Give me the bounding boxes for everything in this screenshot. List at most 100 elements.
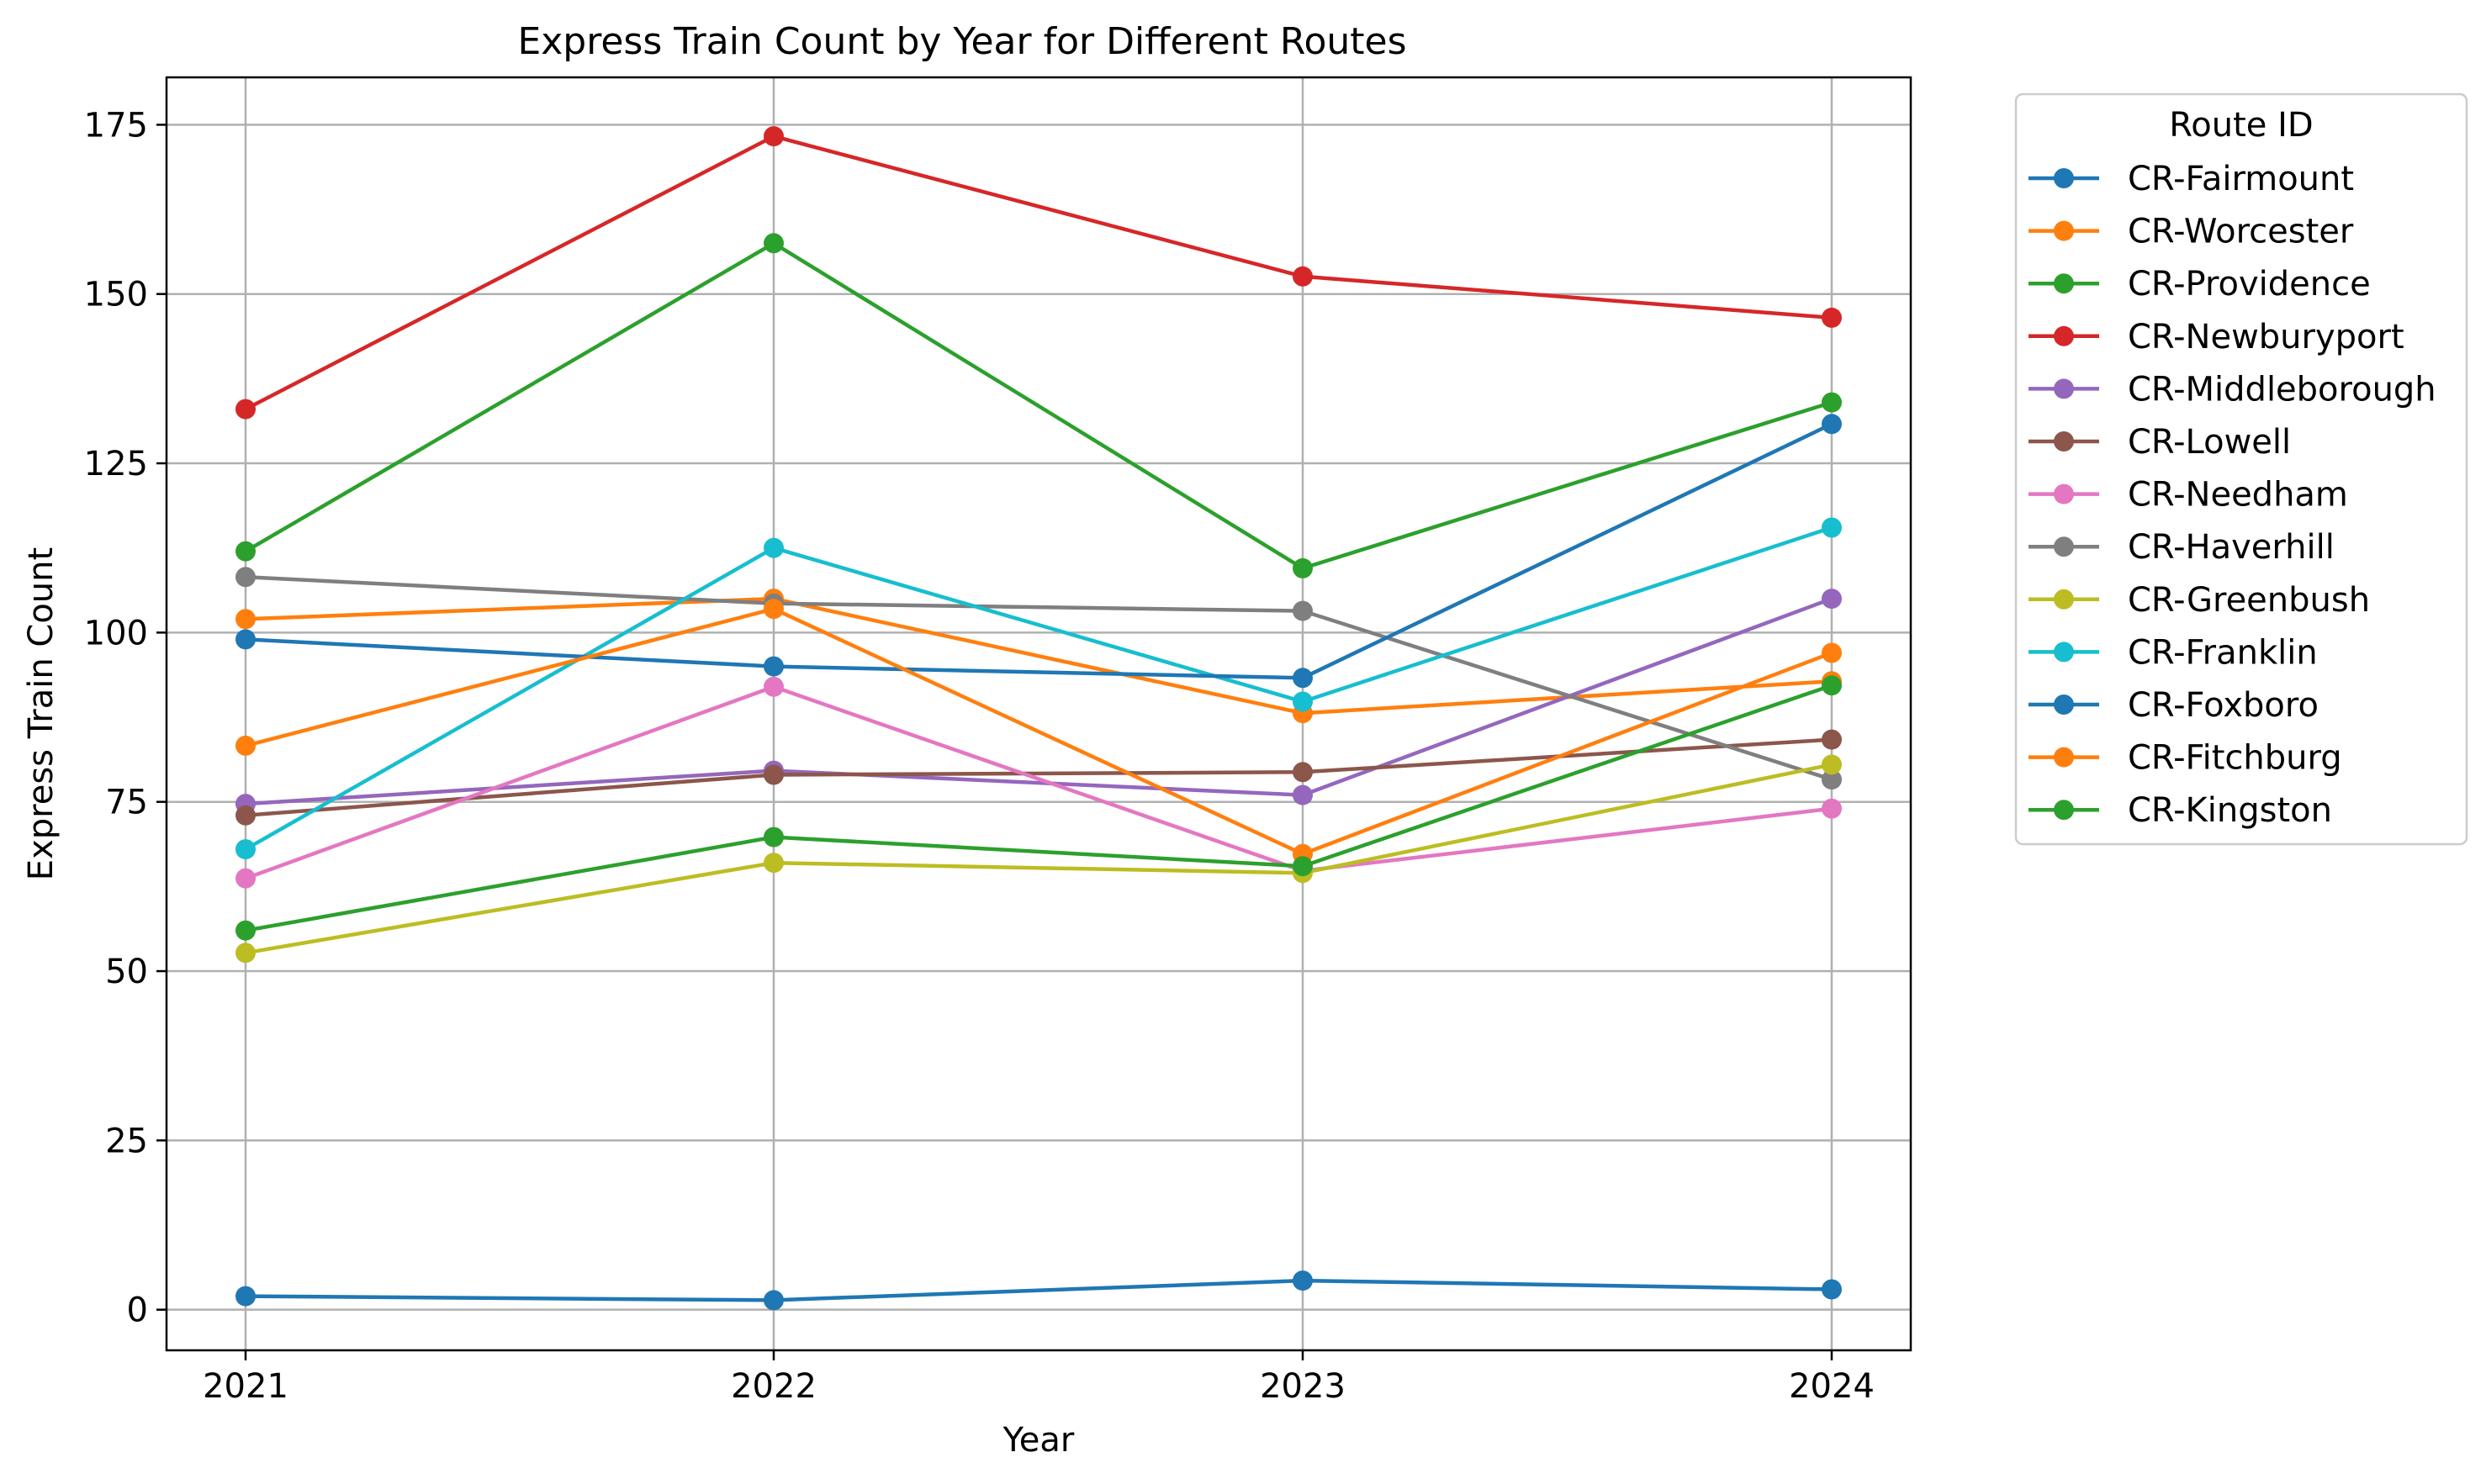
series-line — [244, 134, 1833, 411]
data-point — [764, 233, 784, 254]
legend-label: CR-Haverhill — [2128, 528, 2335, 567]
data-point — [1822, 769, 1842, 790]
series-line — [245, 737, 1833, 818]
series-cr-fitchburg — [235, 599, 1842, 864]
data-point — [235, 541, 256, 562]
series-line — [244, 241, 1833, 571]
legend-swatch-marker — [2054, 273, 2074, 294]
legend-label: CR-Worcester — [2128, 213, 2354, 251]
data-point — [1822, 517, 1842, 538]
data-point — [1822, 729, 1842, 750]
legend-item: CR-Franklin — [2028, 633, 2318, 672]
data-point — [1293, 1270, 1313, 1291]
legend-label: CR-Lowell — [2128, 423, 2291, 462]
y-tick-label: 50 — [105, 953, 148, 991]
data-point — [764, 853, 784, 874]
y-axis-label: Express Train Count — [22, 547, 61, 880]
data-point — [1293, 557, 1313, 578]
legend-item: CR-Fairmount — [2028, 160, 2354, 198]
data-point — [1822, 414, 1842, 435]
data-point — [235, 943, 256, 964]
series-cr-fairmount — [235, 1270, 1842, 1311]
legend-label: CR-Franklin — [2128, 633, 2318, 672]
data-point — [235, 609, 256, 630]
legend-item: CR-Lowell — [2028, 423, 2291, 462]
x-tick-label: 2023 — [1260, 1367, 1346, 1406]
legend-swatch-marker — [2054, 642, 2074, 663]
legend-item: CR-Needham — [2028, 476, 2348, 515]
series-line — [245, 684, 1833, 932]
legend-swatch-marker — [2054, 800, 2074, 821]
legend-label: CR-Greenbush — [2128, 581, 2370, 620]
plot-frame — [165, 76, 1912, 1352]
series-line — [245, 575, 1833, 782]
x-tick-label: 2022 — [731, 1367, 817, 1406]
chart-title: Express Train Count by Year for Differen… — [517, 20, 1406, 63]
data-point — [235, 735, 256, 756]
legend-swatch-marker — [2054, 220, 2074, 241]
legend-label: CR-Kingston — [2128, 791, 2332, 830]
x-axis-label: Year — [1002, 1421, 1075, 1460]
series-cr-newburyport — [235, 126, 1842, 420]
legend-item: CR-Newburyport — [2028, 318, 2404, 356]
y-tick-label: 75 — [105, 784, 148, 822]
legend-label: CR-Foxboro — [2128, 686, 2319, 725]
data-point — [1293, 266, 1313, 287]
data-point — [764, 826, 784, 848]
data-point — [235, 567, 256, 588]
data-point — [235, 629, 256, 650]
y-tick-label: 0 — [127, 1291, 148, 1330]
series-line — [245, 422, 1833, 680]
legend-item: CR-Kingston — [2028, 791, 2332, 830]
series-cr-kingston — [235, 675, 1842, 941]
legend-swatch-marker — [2054, 378, 2074, 399]
series-cr-providence — [235, 233, 1842, 578]
legend-swatch-marker — [2054, 325, 2074, 346]
legend-item: CR-Providence — [2028, 265, 2371, 304]
legend-swatch-marker — [2054, 483, 2074, 504]
plot-background — [167, 77, 1911, 1350]
data-point — [235, 399, 256, 420]
series-cr-foxboro — [235, 414, 1842, 689]
y-tick-label: 150 — [84, 276, 148, 314]
legend-label: CR-Providence — [2128, 265, 2371, 304]
legend-swatch-marker — [2054, 168, 2074, 188]
plot-area — [165, 76, 1912, 1352]
data-point — [764, 126, 784, 147]
data-point — [235, 1286, 256, 1307]
data-point — [1293, 691, 1313, 712]
data-point — [1822, 1279, 1842, 1300]
series-cr-lowell — [235, 729, 1842, 826]
legend-item: CR-Middleborough — [2028, 370, 2436, 409]
y-tick-label: 25 — [105, 1122, 148, 1160]
data-point — [235, 839, 256, 860]
legend-label: CR-Middleborough — [2128, 370, 2436, 409]
legend-items: CR-Fairmount CR-Worcester CR-Providence CR-… — [2028, 160, 2436, 830]
x-axis: 2021 2022 2023 2024 — [203, 1350, 1875, 1406]
series-cr-greenbush — [235, 754, 1842, 964]
data-point — [1293, 784, 1313, 805]
y-axis: 0 25 50 75 100 125 150 175 — [84, 106, 167, 1330]
data-point — [764, 599, 784, 620]
series-line — [245, 763, 1833, 955]
legend-swatch-marker — [2054, 694, 2074, 715]
legend: Route ID CR-Fairmount CR-Worcester CR-Prov… — [2014, 92, 2468, 846]
y-tick-label: 175 — [84, 106, 148, 145]
data-point — [1822, 798, 1842, 819]
data-point — [1293, 762, 1313, 783]
y-tick-label: 100 — [84, 614, 148, 652]
legend-item: CR-Fitchburg — [2028, 739, 2342, 778]
legend-swatch-marker — [2054, 589, 2074, 610]
data-point — [1293, 856, 1313, 877]
data-point — [1293, 600, 1313, 621]
legend-item: CR-Worcester — [2028, 213, 2354, 251]
data-point — [764, 1290, 784, 1311]
series-line — [245, 606, 1833, 856]
series-line — [245, 684, 1833, 880]
x-tick-label: 2024 — [1789, 1367, 1875, 1406]
data-point — [764, 764, 784, 785]
series-layer — [235, 126, 1842, 1311]
data-point — [1293, 668, 1313, 689]
legend-swatch-marker — [2054, 431, 2074, 452]
